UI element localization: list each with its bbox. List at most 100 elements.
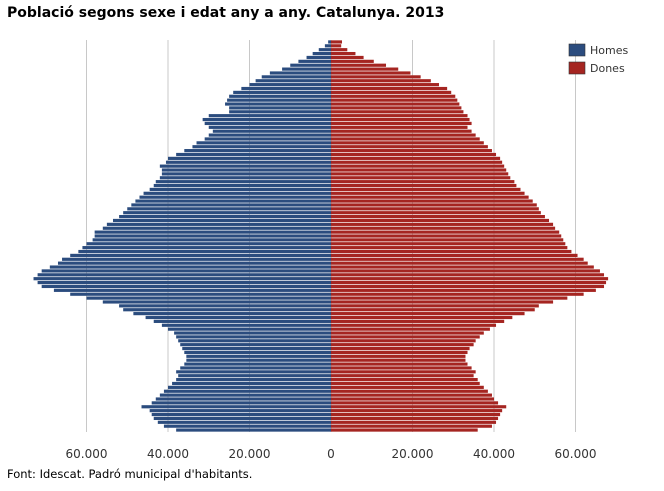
bar-dones-age-36 — [331, 288, 596, 292]
bar-dones-age-35 — [331, 292, 584, 296]
bar-dones-age-42 — [331, 265, 594, 269]
bar-homes-age-91 — [261, 75, 331, 79]
bar-homes-age-94 — [290, 63, 331, 67]
bar-dones-age-83 — [331, 106, 462, 110]
bar-homes-age-4 — [151, 412, 331, 417]
bar-dones-age-97 — [331, 51, 356, 56]
bar-dones-age-31 — [331, 308, 535, 312]
bar-homes-age-56 — [123, 211, 331, 215]
bar-dones-age-95 — [331, 59, 374, 63]
bar-homes-age-27 — [161, 323, 331, 327]
bar-homes-age-45 — [70, 253, 331, 257]
bar-dones-age-96 — [331, 55, 364, 60]
bar-dones-age-2 — [331, 420, 497, 424]
bar-dones-age-28 — [331, 319, 505, 323]
bar-homes-age-47 — [82, 246, 331, 250]
bar-homes-age-13 — [176, 378, 331, 382]
bar-dones-age-86 — [331, 94, 456, 98]
bar-dones-age-29 — [331, 315, 513, 320]
bar-dones-age-37 — [331, 284, 605, 289]
bar-homes-age-3 — [153, 416, 331, 421]
bar-homes-age-37 — [41, 284, 332, 289]
bar-homes-age-34 — [86, 296, 331, 300]
bar-homes-age-65 — [159, 176, 331, 180]
chart-title: Població segons sexe i edat any a any. C… — [7, 5, 445, 21]
bar-homes-age-63 — [153, 183, 331, 188]
bar-homes-age-14 — [178, 374, 331, 378]
bar-homes-age-41 — [41, 269, 332, 273]
bar-dones-age-51 — [331, 230, 560, 234]
bar-homes-age-74 — [196, 141, 331, 145]
bar-homes-age-93 — [282, 67, 331, 71]
bar-homes-age-75 — [204, 137, 331, 141]
bar-homes-age-83 — [229, 106, 331, 110]
bar-homes-age-31 — [123, 308, 331, 312]
bar-dones-age-80 — [331, 117, 470, 122]
bar-dones-age-6 — [331, 405, 507, 409]
bar-dones-age-99 — [331, 44, 342, 48]
x-tick-label-3: 0 — [327, 447, 335, 461]
bar-dones-age-21 — [331, 346, 470, 351]
bar-dones-age-82 — [331, 110, 464, 114]
bar-dones-age-72 — [331, 149, 492, 153]
bar-dones-age-18 — [331, 358, 466, 362]
bar-homes-age-66 — [161, 172, 331, 176]
bar-dones-age-90 — [331, 79, 431, 83]
x-tick-label-1: 40.000 — [147, 447, 189, 461]
bar-dones-age-17 — [331, 362, 468, 366]
bar-dones-age-30 — [331, 312, 525, 316]
bar-homes-age-1 — [163, 424, 331, 428]
bar-homes-age-43 — [57, 261, 331, 265]
bar-dones-age-57 — [331, 207, 539, 211]
bar-homes-age-17 — [184, 362, 331, 366]
legend-label-dones: Dones — [590, 62, 625, 75]
bar-dones-age-78 — [331, 125, 468, 129]
bar-homes-age-22 — [180, 343, 331, 347]
bar-dones-age-9 — [331, 393, 492, 397]
bar-homes-age-19 — [186, 354, 331, 358]
source-note: Font: Idescat. Padró municipal d'habitan… — [7, 467, 253, 481]
bar-dones-age-89 — [331, 83, 439, 87]
bar-homes-age-12 — [172, 381, 331, 386]
bar-dones-age-13 — [331, 378, 478, 382]
bar-dones-age-91 — [331, 75, 421, 79]
bar-homes-age-6 — [141, 405, 331, 409]
bar-homes-age-10 — [163, 389, 331, 393]
bar-dones-age-70 — [331, 156, 501, 160]
bar-dones-age-98 — [331, 48, 348, 52]
bar-dones-age-69 — [331, 160, 503, 164]
bar-homes-age-52 — [102, 226, 331, 230]
bar-homes-age-40 — [37, 273, 331, 277]
bar-homes-age-88 — [241, 86, 331, 91]
bar-dones-age-85 — [331, 98, 458, 102]
bar-dones-age-15 — [331, 370, 476, 374]
bar-dones-age-22 — [331, 343, 474, 347]
bar-homes-age-33 — [102, 300, 331, 304]
bar-dones-age-71 — [331, 152, 497, 157]
bar-homes-age-42 — [49, 265, 331, 269]
bar-homes-age-97 — [312, 51, 331, 56]
x-tick-label-5: 40.000 — [473, 447, 515, 461]
bar-homes-age-15 — [176, 370, 331, 374]
bar-dones-age-75 — [331, 137, 480, 141]
bar-homes-age-86 — [229, 94, 331, 98]
bar-dones-age-19 — [331, 354, 466, 358]
x-tick-label-2: 20.000 — [229, 447, 271, 461]
bar-homes-age-81 — [208, 114, 331, 118]
bar-homes-age-53 — [106, 222, 331, 226]
bar-dones-age-73 — [331, 145, 488, 149]
bar-dones-age-77 — [331, 129, 472, 133]
legend: Homes Dones — [568, 43, 628, 75]
bar-homes-age-95 — [298, 59, 331, 63]
bar-homes-age-16 — [180, 366, 331, 370]
bar-homes-age-98 — [318, 48, 331, 52]
bar-homes-age-0 — [176, 428, 331, 432]
bar-homes-age-89 — [249, 83, 331, 87]
bar-dones-age-38 — [331, 280, 607, 285]
bar-homes-age-92 — [269, 71, 331, 75]
bars — [33, 40, 609, 432]
bar-homes-age-57 — [127, 207, 331, 211]
bar-homes-age-20 — [184, 350, 331, 355]
bar-homes-age-84 — [225, 102, 331, 106]
